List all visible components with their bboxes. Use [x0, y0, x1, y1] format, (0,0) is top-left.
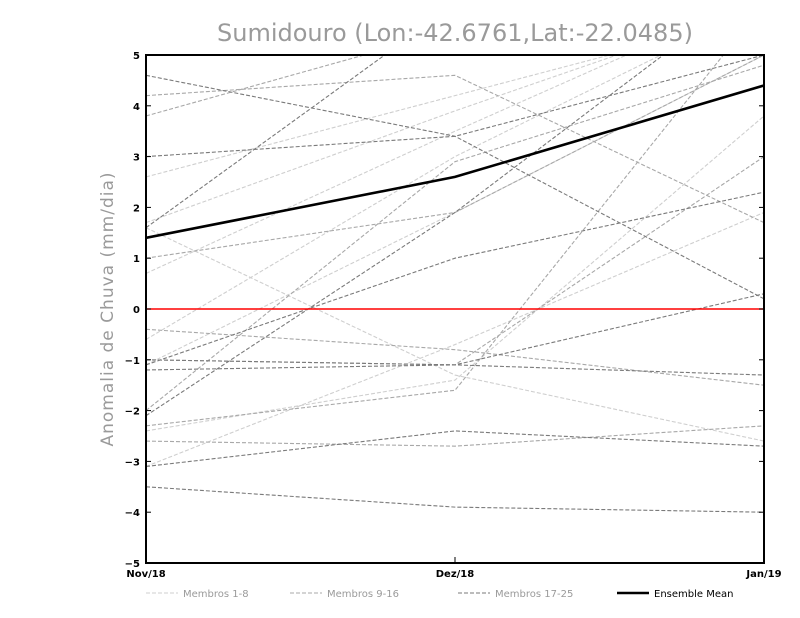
member-line-g3-5	[146, 486, 764, 513]
member-line-g1-6	[146, 115, 764, 432]
y-tick-label: −3	[125, 457, 140, 468]
legend-label: Ensemble Mean	[654, 589, 733, 600]
member-line-g2-3	[146, 425, 764, 447]
y-tick-label: −1	[125, 356, 140, 367]
chart-title: Sumidouro (Lon:-42.6761,Lat:-22.0485)	[217, 19, 693, 47]
member-line-g2-2	[146, 55, 725, 427]
member-line-g2-5	[146, 156, 764, 366]
ensemble-mean-line	[146, 84, 764, 240]
member-line-g2-7	[146, 64, 764, 412]
y-tick-label: 5	[133, 51, 140, 62]
member-line-g3-8	[146, 55, 665, 417]
y-tick-label: −4	[125, 508, 140, 519]
member-line-g3-7	[146, 55, 386, 229]
y-axis-label: Anomalia de Chuva (mm/dia)	[98, 171, 118, 446]
member-line-g3-1	[146, 74, 764, 300]
y-tick-label: 0	[133, 305, 140, 316]
legend-label: Membros 1-8	[183, 589, 249, 600]
member-line-g1-8	[146, 55, 764, 366]
member-line-g2-1	[146, 74, 764, 224]
member-line-g1-5	[146, 227, 764, 442]
member-line-g3-9	[146, 293, 764, 371]
legend-label: Membros 9-16	[327, 589, 399, 600]
member-line-g3-4	[146, 430, 764, 468]
member-line-g1-2	[146, 55, 619, 224]
y-axis: −5 −4 −3 −2 −1 0 1 2 3 4 5	[125, 51, 764, 570]
legend: Membros 1-8 Membros 9-16 Membros 17-25 Ense…	[146, 589, 733, 600]
x-tick-label: Dez/18	[436, 569, 475, 580]
member-line-g1-7	[146, 211, 764, 467]
member-lines	[146, 55, 764, 513]
legend-label: Membros 17-25	[495, 589, 573, 600]
member-line-g3-2	[146, 55, 764, 158]
x-tick-label: Nov/18	[126, 569, 165, 580]
member-line-g2-8	[146, 328, 764, 386]
x-axis: Nov/18 Dez/18 Jan/19	[126, 557, 782, 580]
y-tick-label: −5	[125, 559, 140, 570]
member-line-g3-6	[146, 359, 764, 376]
x-tick-label: Jan/19	[745, 569, 781, 580]
member-line-g3-3	[146, 191, 764, 366]
member-line-g2-4	[146, 55, 764, 259]
ensemble-mean-group	[146, 84, 764, 240]
member-line-g1-1	[146, 55, 612, 178]
y-tick-label: 4	[133, 102, 140, 113]
y-tick-label: 2	[133, 203, 140, 214]
y-tick-label: 1	[133, 254, 140, 265]
y-tick-label: 3	[133, 153, 140, 164]
y-tick-label: −2	[125, 407, 140, 418]
